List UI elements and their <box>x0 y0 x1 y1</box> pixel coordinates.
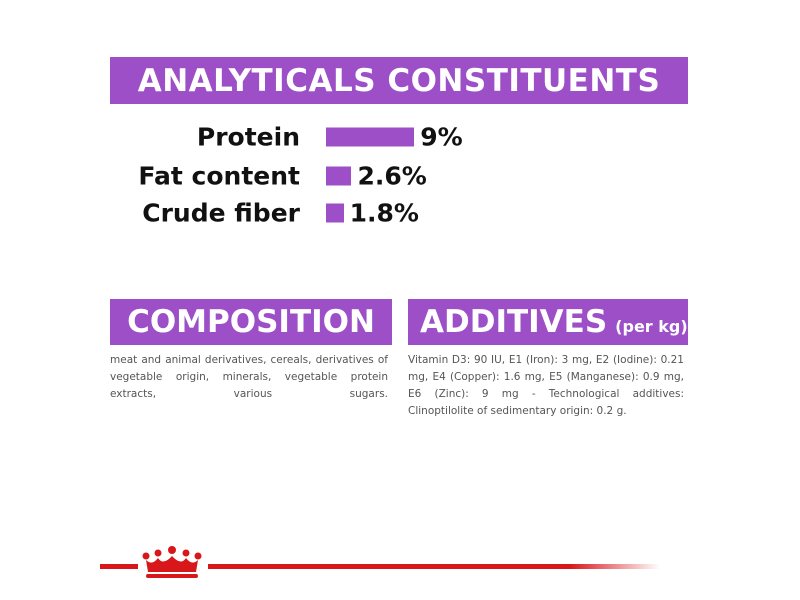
header-title: ANALYTICALS CONSTITUENTS <box>137 62 661 99</box>
header-unit: (per kg) <box>615 316 688 336</box>
footer-line <box>100 564 138 569</box>
section-header: ANALYTICALS CONSTITUENTS <box>110 57 688 104</box>
header-title: COMPOSITION <box>127 304 375 340</box>
header-title: ADDITIVES <box>420 304 608 340</box>
value-label: 1.8% <box>349 198 419 228</box>
value-label: 9% <box>420 122 463 152</box>
bar <box>326 166 352 186</box>
bar <box>326 203 344 223</box>
composition-text: meat and animal derivatives, cereals, de… <box>110 354 388 400</box>
additives-text: Vitamin D3: 90 IU, E1 (Iron): 3 mg, E2 (… <box>408 354 684 417</box>
value-label: 2.6% <box>357 161 427 191</box>
row-label: Crude fiber <box>142 198 300 228</box>
analytical-rows: Protein 9% Fat content 2.6% Crude fiber 1.8% <box>0 0 800 260</box>
bar <box>326 127 415 147</box>
row-label: Protein <box>196 122 300 152</box>
crown-logo <box>142 546 202 578</box>
section-header: ADDITIVES (per kg) <box>408 299 688 345</box>
footer-line <box>208 564 660 569</box>
row-label: Fat content <box>138 161 300 191</box>
section-header: COMPOSITION <box>110 299 392 345</box>
